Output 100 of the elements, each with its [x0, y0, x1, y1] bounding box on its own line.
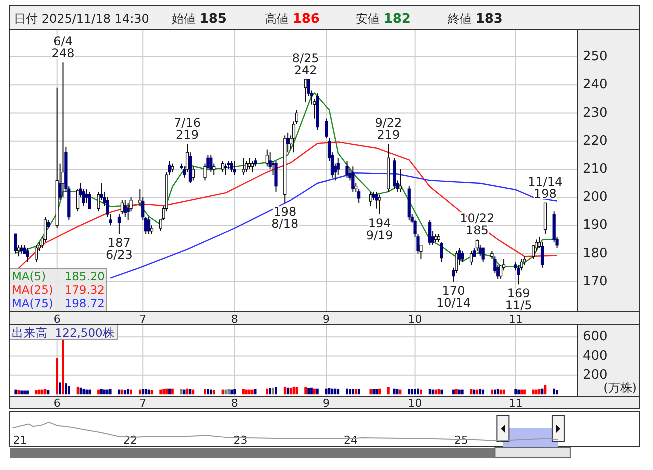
bar	[88, 390, 92, 395]
bar	[269, 388, 272, 395]
bar	[100, 389, 103, 395]
bar	[532, 390, 535, 395]
y-axis-title: (万株)	[604, 381, 637, 395]
candlestick	[212, 163, 216, 176]
candlestick	[233, 160, 236, 176]
candlestick	[230, 160, 234, 173]
bar	[228, 389, 230, 395]
candlestick	[242, 158, 246, 176]
bar	[144, 389, 148, 395]
bar	[18, 390, 20, 395]
y-tick-label: 220	[583, 134, 608, 149]
bar	[494, 390, 496, 395]
bar	[346, 388, 348, 395]
bar	[476, 390, 479, 395]
text: 終値 183	[447, 12, 503, 27]
bar	[168, 388, 171, 395]
bar	[204, 389, 206, 395]
x-tick-label: 9	[323, 397, 330, 410]
bar	[65, 384, 68, 395]
candlestick	[324, 118, 328, 140]
bar	[372, 389, 376, 395]
y-tick-label: 170	[583, 274, 608, 290]
candlestick	[26, 248, 30, 263]
candlestick	[210, 154, 213, 173]
annotation: 9/22 219	[375, 116, 402, 142]
candlestick	[124, 200, 127, 218]
candlestick	[470, 250, 474, 266]
bar	[352, 389, 354, 395]
bar	[272, 388, 274, 395]
y-tick-label: 230	[583, 106, 608, 121]
bar	[62, 340, 64, 395]
bar	[535, 390, 538, 395]
candlestick	[346, 160, 349, 178]
bar	[482, 390, 485, 395]
y-tick-label: 400	[583, 348, 608, 364]
candlestick	[192, 166, 195, 182]
bar	[68, 386, 70, 395]
series-label: MA(75) 198.72	[12, 296, 105, 310]
annotation: 194 9/19	[366, 216, 394, 242]
annotation: 170 10/14	[436, 284, 472, 310]
bar	[370, 389, 372, 395]
bar	[524, 390, 526, 395]
bar	[275, 387, 278, 395]
annotation: 187 6/23	[106, 236, 133, 262]
bar	[314, 388, 316, 395]
bar	[376, 389, 378, 395]
bar	[86, 390, 88, 395]
candlestick	[428, 220, 432, 246]
candlestick	[14, 234, 18, 254]
text: 安値 182	[356, 12, 411, 27]
bar	[172, 388, 174, 395]
candlestick	[35, 244, 38, 263]
annotation: 198 8/18	[272, 205, 299, 232]
bar	[518, 390, 520, 395]
bar	[286, 388, 290, 395]
bar	[496, 389, 500, 395]
candlestick	[120, 200, 124, 215]
candlestick	[461, 250, 464, 263]
candlestick	[482, 248, 485, 263]
candlestick	[62, 62, 65, 198]
x-tick-label: 21	[13, 434, 28, 447]
y-tick-label: 200	[583, 190, 608, 206]
bar	[207, 389, 210, 395]
x-tick-label: 11	[508, 313, 523, 326]
bar	[234, 389, 236, 395]
text: MA(5) 185.20	[12, 270, 105, 284]
bar	[142, 389, 144, 395]
bar	[378, 388, 381, 395]
bar	[358, 389, 360, 395]
bar	[556, 390, 558, 395]
bar	[349, 389, 352, 395]
x-tick-label: 23	[234, 434, 248, 447]
bar	[212, 390, 216, 395]
bar	[248, 390, 251, 395]
candlestick	[440, 242, 444, 263]
y-tick-label: 250	[583, 50, 608, 65]
bar	[166, 388, 168, 395]
bar	[230, 390, 234, 395]
bar	[138, 390, 142, 395]
candlestick	[369, 191, 372, 207]
bar	[109, 389, 112, 395]
bar	[160, 390, 162, 395]
bar	[103, 390, 106, 395]
x-tick-label: 6	[54, 397, 61, 410]
bar	[284, 386, 286, 395]
bar	[334, 388, 337, 395]
candlestick	[251, 160, 254, 173]
bar	[456, 389, 458, 395]
bar	[106, 390, 109, 395]
y-tick-label: 210	[583, 162, 608, 178]
x-tick-label: 6	[54, 313, 61, 326]
bar	[245, 390, 248, 395]
bar	[26, 390, 29, 395]
bar	[130, 390, 132, 395]
y-tick-label: 600	[583, 330, 608, 345]
candlestick	[17, 244, 20, 258]
annotation: 8/25 242	[292, 51, 320, 78]
bar	[304, 387, 308, 395]
